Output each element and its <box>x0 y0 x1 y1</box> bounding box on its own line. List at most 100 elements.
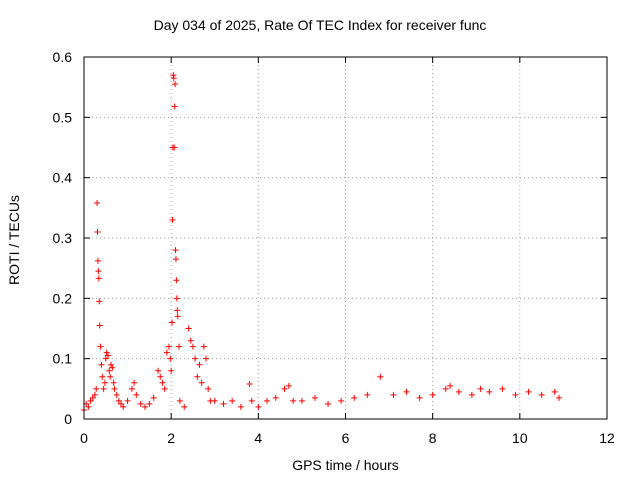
data-point <box>101 379 108 386</box>
data-point <box>442 385 449 392</box>
x-tick-label: 2 <box>167 430 175 446</box>
data-point <box>89 394 96 401</box>
y-tick-label: 0.2 <box>53 290 73 306</box>
data-point <box>211 397 218 404</box>
data-point <box>499 385 506 392</box>
data-point <box>124 397 131 404</box>
data-point <box>377 373 384 380</box>
data-point <box>102 355 109 362</box>
data-point <box>169 216 176 223</box>
data-point <box>290 397 297 404</box>
data-point <box>403 388 410 395</box>
data-point <box>150 394 157 401</box>
data-point <box>351 394 358 401</box>
data-point <box>237 403 244 410</box>
x-tick-label: 10 <box>512 430 528 446</box>
chart-title: Day 034 of 2025, Rate Of TEC Index for r… <box>153 17 487 33</box>
data-point <box>390 391 397 398</box>
data-point <box>94 228 101 235</box>
x-tick-label: 0 <box>80 430 88 446</box>
data-point <box>220 400 227 407</box>
data-point <box>255 403 262 410</box>
data-point <box>142 403 149 410</box>
data-point <box>189 343 196 350</box>
data-point <box>264 397 271 404</box>
y-tick-label: 0.3 <box>53 230 73 246</box>
data-points <box>81 72 563 413</box>
data-point <box>110 379 117 386</box>
data-point <box>325 400 332 407</box>
data-point <box>285 382 292 389</box>
data-point <box>103 349 110 356</box>
x-axis-label: GPS time / hours <box>292 457 399 473</box>
data-point <box>109 364 116 371</box>
data-point <box>115 397 122 404</box>
data-point <box>165 343 172 350</box>
y-axis-label: ROTI / TECUs <box>6 195 22 285</box>
data-point <box>172 81 179 88</box>
data-point <box>281 385 288 392</box>
data-point <box>108 361 115 368</box>
data-point <box>155 367 162 374</box>
data-point <box>538 391 545 398</box>
data-point <box>131 379 138 386</box>
data-point <box>137 400 144 407</box>
data-point <box>364 391 371 398</box>
data-point <box>97 343 104 350</box>
data-point <box>196 361 203 368</box>
data-point <box>98 361 105 368</box>
data-point <box>95 268 102 275</box>
data-point <box>167 355 174 362</box>
data-point <box>91 391 98 398</box>
data-point <box>181 403 188 410</box>
data-point <box>171 144 178 151</box>
data-point <box>176 397 183 404</box>
data-point <box>159 379 166 386</box>
data-point <box>120 403 127 410</box>
data-point <box>169 319 176 326</box>
data-point <box>229 397 236 404</box>
data-point <box>174 313 181 320</box>
data-point <box>107 373 114 380</box>
data-point <box>447 382 454 389</box>
data-point <box>205 385 212 392</box>
data-point <box>157 373 164 380</box>
x-tick-label: 4 <box>254 430 262 446</box>
data-point <box>248 397 255 404</box>
data-point <box>551 388 558 395</box>
data-point <box>187 337 194 344</box>
data-point <box>512 391 519 398</box>
data-point <box>525 388 532 395</box>
data-point <box>99 373 106 380</box>
data-point <box>173 295 180 302</box>
data-point <box>203 355 210 362</box>
data-point <box>486 388 493 395</box>
data-point <box>146 400 153 407</box>
data-point <box>194 373 201 380</box>
y-tick-label: 0.5 <box>53 109 73 125</box>
data-point <box>133 391 140 398</box>
data-point <box>163 349 170 356</box>
data-point <box>96 322 103 329</box>
data-point <box>298 397 305 404</box>
data-point <box>172 247 179 254</box>
data-point <box>198 379 205 386</box>
data-point <box>174 307 181 314</box>
data-point <box>272 394 279 401</box>
data-point <box>172 256 179 263</box>
data-point <box>338 397 345 404</box>
data-point <box>106 367 113 374</box>
data-point <box>200 343 207 350</box>
data-point <box>185 325 192 332</box>
data-point <box>176 343 183 350</box>
data-point <box>170 75 177 82</box>
data-point <box>168 367 175 374</box>
data-point <box>93 385 100 392</box>
x-tick-label: 6 <box>342 430 350 446</box>
data-point <box>556 394 563 401</box>
grid <box>84 57 607 419</box>
data-point <box>100 385 107 392</box>
data-point <box>111 385 118 392</box>
data-point <box>161 385 168 392</box>
